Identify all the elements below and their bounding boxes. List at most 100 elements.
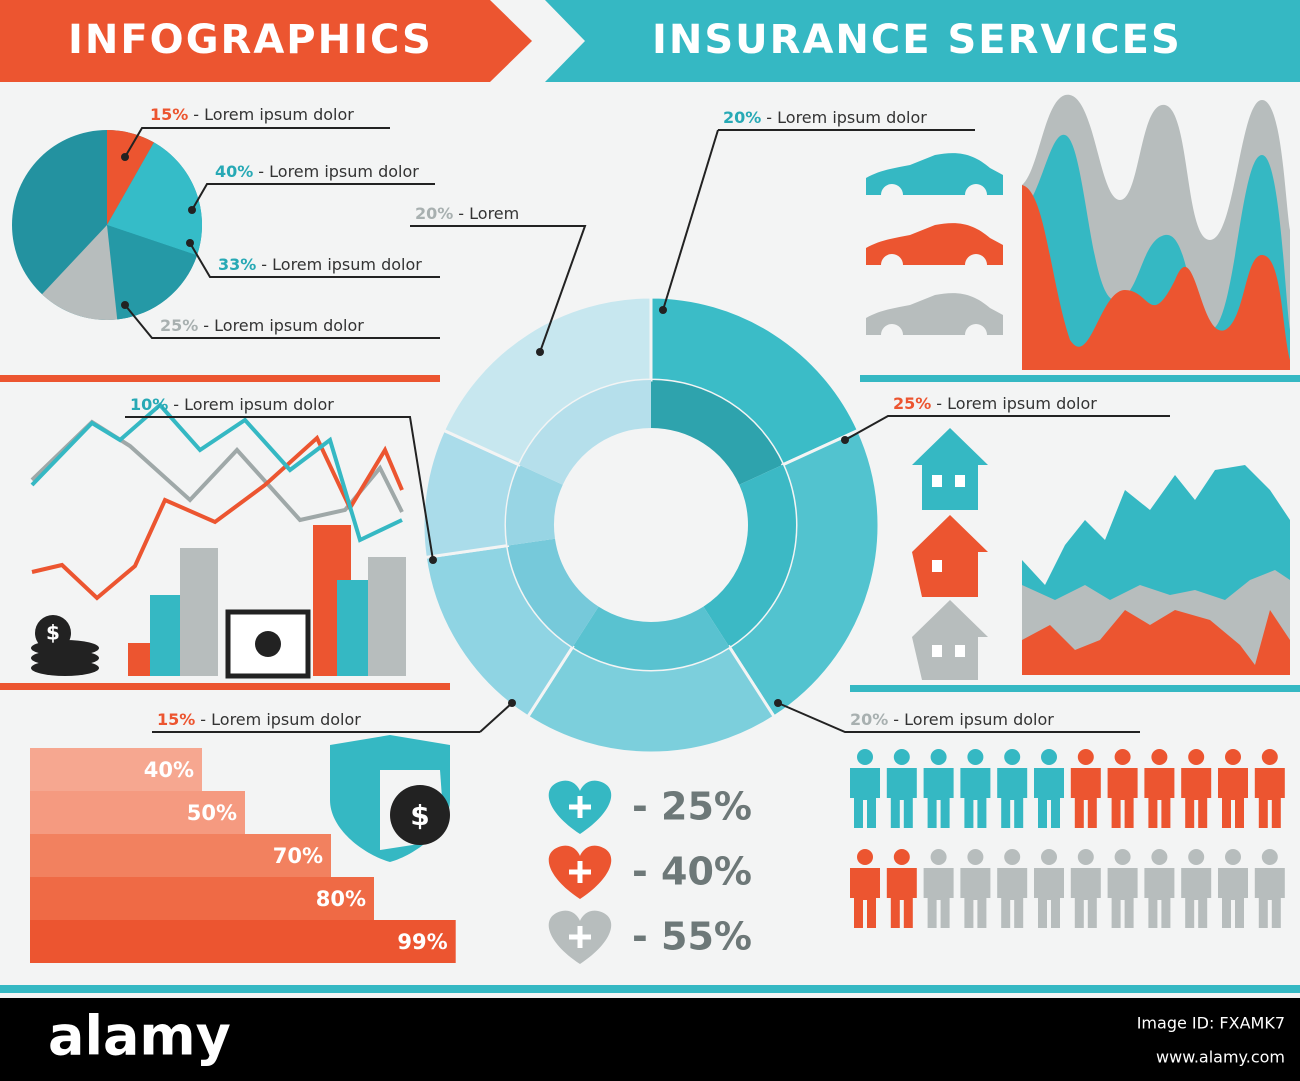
step-bar: [30, 748, 202, 791]
leader-line: [191, 183, 435, 211]
percent-label: 33%: [218, 255, 256, 274]
svg-text:$: $: [410, 799, 429, 832]
person-body: [1107, 768, 1138, 828]
person-head: [1151, 849, 1168, 865]
heart-label: - 40%: [632, 850, 752, 894]
plus-icon: [569, 926, 591, 948]
pie-slice: [107, 130, 154, 225]
person-body: [960, 868, 991, 928]
leader-dot: [774, 699, 782, 707]
donut-inner-segment: [651, 380, 783, 485]
person-head: [1225, 749, 1241, 765]
car: [866, 153, 1003, 195]
bottom-band: [0, 985, 1300, 993]
plus-icon: [569, 861, 591, 883]
leader-line: [189, 242, 440, 278]
person-head: [1114, 749, 1131, 765]
house: [912, 515, 988, 597]
step-label: 40%: [144, 758, 194, 782]
person-head: [1041, 749, 1057, 765]
bar: [368, 557, 406, 676]
person-head: [1077, 749, 1094, 765]
leader-dot: [188, 206, 196, 214]
percent-label: 15%: [150, 105, 188, 124]
people-chart: [850, 749, 1285, 928]
percent-label: 15%: [157, 710, 195, 729]
donut-inner-segment: [506, 464, 563, 546]
caption-text: - Lorem ipsum dolor: [173, 395, 334, 414]
person-body: [850, 768, 880, 828]
area: [1022, 610, 1290, 675]
person-body: [1070, 768, 1101, 828]
area: [1022, 134, 1290, 370]
person-body: [1254, 768, 1285, 828]
percent-label: 25%: [160, 316, 198, 335]
person-body: [886, 868, 917, 928]
line: [30, 402, 403, 543]
pie-slice: [107, 142, 202, 256]
separator: [850, 685, 1300, 692]
car: [866, 293, 1003, 335]
step-bar: [30, 791, 245, 834]
person-head: [1041, 849, 1057, 865]
person-body: [1107, 868, 1138, 928]
person-body: [1144, 768, 1175, 828]
donut-inner-segment: [703, 464, 797, 647]
person-head: [1004, 749, 1021, 765]
line: [31, 434, 404, 601]
person-head: [1261, 849, 1278, 865]
car-icons: [866, 153, 1003, 346]
person-body: [1144, 868, 1175, 928]
step-bar: [30, 877, 374, 920]
step-label: 50%: [187, 801, 237, 825]
separator: [0, 375, 440, 382]
leader-dot: [429, 556, 437, 564]
caption-text: - Lorem ipsum dolor: [193, 105, 354, 124]
person-head: [1077, 849, 1094, 865]
step-label: 80%: [316, 887, 366, 911]
house: [912, 600, 988, 680]
percent-label: 20%: [415, 204, 453, 223]
person-head: [1151, 749, 1168, 765]
house: [912, 428, 988, 510]
percent-label: 20%: [723, 108, 761, 127]
footer-url: www.alamy.com: [1156, 1048, 1285, 1067]
line-bar-chart: $: [30, 402, 406, 679]
person-head: [893, 749, 910, 765]
leader-line: [662, 129, 719, 311]
caption: 20% - Lorem ipsum dolor: [723, 108, 927, 127]
footer-image-id: Image ID: FXAMK7: [1137, 1014, 1285, 1033]
person-head: [857, 849, 873, 865]
header-left-band: [0, 0, 532, 82]
separator: [860, 375, 1300, 382]
bills-icon: [225, 609, 311, 679]
footer-brand: alamy: [48, 1005, 231, 1068]
caption-text: - Lorem ipsum dolor: [203, 316, 364, 335]
caption-text: - Lorem ipsum dolor: [766, 108, 927, 127]
person-head: [1225, 849, 1241, 865]
leader-dot: [121, 153, 129, 161]
step-bar: [30, 920, 456, 963]
person-body: [1254, 868, 1285, 928]
leader-line: [124, 127, 390, 158]
caption: 10% - Lorem ipsum dolor: [130, 395, 334, 414]
heart-label: - 25%: [632, 785, 752, 829]
step-label: 99%: [397, 930, 447, 954]
person-body: [850, 868, 880, 928]
person-body: [923, 768, 954, 828]
person-head: [967, 849, 984, 865]
coins-icon: $: [31, 615, 99, 676]
plus-icon: [569, 796, 591, 818]
person-head: [1188, 749, 1205, 765]
pie-slice: [107, 225, 198, 320]
leader-line: [479, 702, 513, 733]
car: [866, 223, 1003, 265]
caption: 33% - Lorem ipsum dolor: [218, 255, 422, 274]
person-head: [930, 749, 947, 765]
caption: 25% - Lorem ipsum dolor: [160, 316, 364, 335]
leader-dot: [841, 436, 849, 444]
person-body: [997, 768, 1028, 828]
mountain-chart: [1022, 465, 1290, 675]
house-icons: [912, 428, 988, 680]
person-head: [1188, 849, 1205, 865]
